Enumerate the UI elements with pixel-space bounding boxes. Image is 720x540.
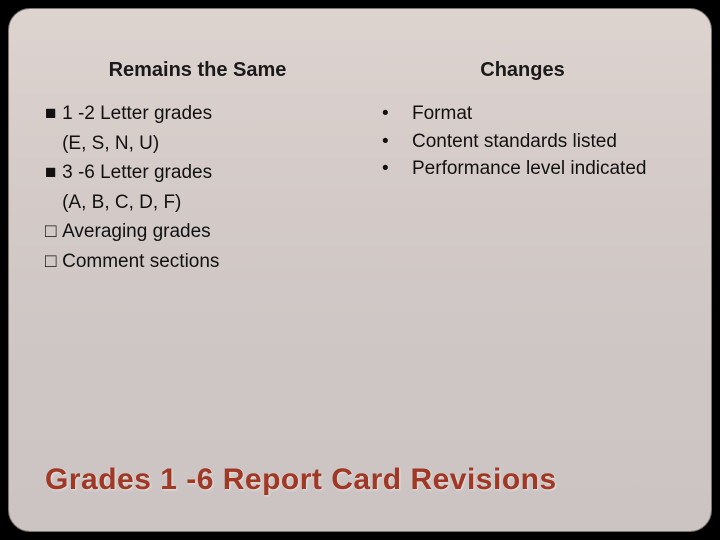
left-list: ■1 -2 Letter grades (E, S, N, U) ■3 -6 L…	[45, 100, 350, 275]
left-column: Remains the Same ■1 -2 Letter grades (E,…	[45, 59, 350, 463]
list-item: (E, S, N, U)	[45, 130, 350, 158]
bullet-icon: •	[376, 155, 412, 183]
list-item: ■1 -2 Letter grades	[45, 100, 350, 128]
list-item-text: Comment sections	[62, 251, 219, 272]
square-hollow-icon: □	[45, 218, 62, 246]
left-heading: Remains the Same	[45, 59, 350, 82]
slide-container: Remains the Same ■1 -2 Letter grades (E,…	[8, 8, 712, 532]
list-item-text: (E, S, N, U)	[62, 133, 159, 154]
list-item: • Format	[376, 100, 675, 128]
right-column: Changes • Format • Content standards lis…	[370, 59, 675, 463]
slide-title: Grades 1 -6 Report Card Revisions	[45, 463, 675, 507]
list-item: □Averaging grades	[45, 218, 350, 246]
list-item: □Comment sections	[45, 248, 350, 276]
list-item-text: Averaging grades	[62, 221, 211, 242]
list-item: • Content standards listed	[376, 128, 675, 156]
square-filled-icon: ■	[45, 100, 62, 128]
list-item-text: 3 -6 Letter grades	[62, 162, 212, 183]
bullet-icon: •	[376, 128, 412, 156]
bullet-icon: •	[376, 100, 412, 128]
square-hollow-icon: □	[45, 248, 62, 276]
list-item-text: Performance level indicated	[412, 155, 675, 183]
square-filled-icon: ■	[45, 159, 62, 187]
list-item-text: 1 -2 Letter grades	[62, 103, 212, 124]
list-item-text: (A, B, C, D, F)	[62, 192, 181, 213]
list-item: (A, B, C, D, F)	[45, 189, 350, 217]
right-list: • Format • Content standards listed • Pe…	[370, 100, 675, 183]
two-column-layout: Remains the Same ■1 -2 Letter grades (E,…	[45, 59, 675, 463]
list-item-text: Format	[412, 100, 675, 128]
right-heading: Changes	[370, 59, 675, 82]
list-item: • Performance level indicated	[376, 155, 675, 183]
list-item-text: Content standards listed	[412, 128, 675, 156]
list-item: ■3 -6 Letter grades	[45, 159, 350, 187]
